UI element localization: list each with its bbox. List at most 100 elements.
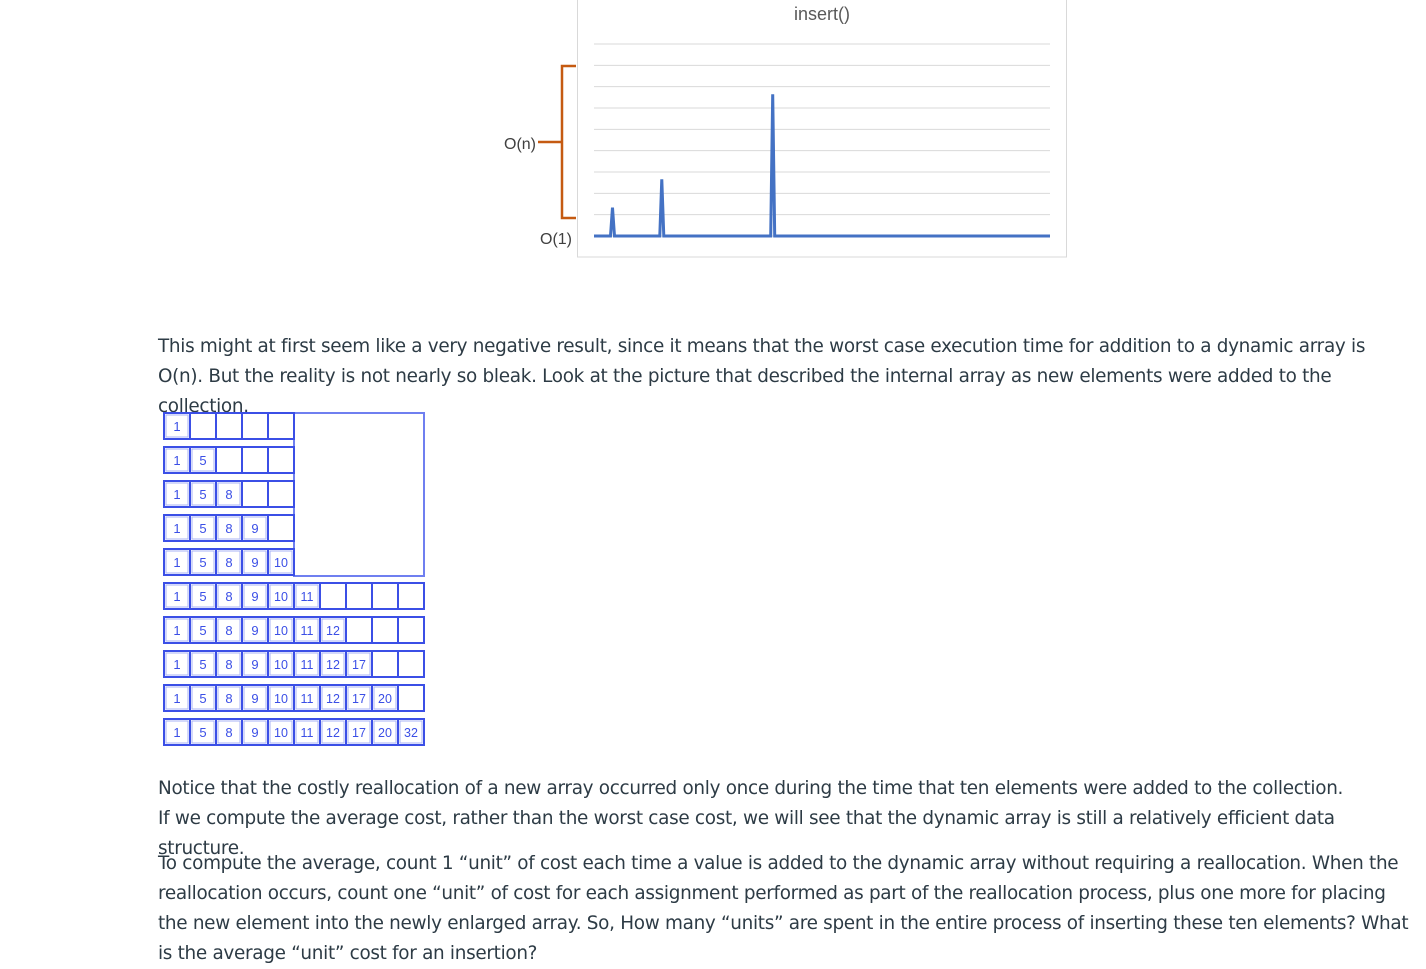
array-cell-value: 12 xyxy=(326,624,340,638)
array-cell-inner xyxy=(217,516,241,540)
array-row: 1 xyxy=(163,412,295,440)
array-cell-value: 11 xyxy=(301,726,314,740)
array-cell-inner xyxy=(165,686,189,710)
array-cell-value: 9 xyxy=(251,657,258,672)
array-cell xyxy=(241,480,269,508)
series-line-insert-cost xyxy=(594,94,1050,238)
array-cell-inner xyxy=(373,720,397,744)
array-cell xyxy=(241,446,269,474)
array-cell-inner xyxy=(269,584,293,608)
array-cell xyxy=(371,684,399,712)
array-cell-inner xyxy=(347,686,371,710)
array-cell xyxy=(293,684,321,712)
array-cell xyxy=(189,514,217,542)
array-cell xyxy=(267,616,295,644)
array-cell-inner xyxy=(217,584,241,608)
array-cell-value: 10 xyxy=(274,692,288,706)
array-cell-value: 5 xyxy=(199,725,206,740)
array-cell-inner xyxy=(217,550,241,574)
array-cell-inner xyxy=(295,720,319,744)
array-cell-inner xyxy=(191,652,215,676)
paragraph-reallocation-notice: Notice that the costly reallocation of a… xyxy=(158,778,1344,859)
array-cell-inner xyxy=(165,516,189,540)
array-cell xyxy=(345,684,373,712)
array-row: 1 5 8 9 10 11 xyxy=(163,582,425,610)
array-cell-value: 1 xyxy=(173,419,180,434)
array-cell xyxy=(267,480,295,508)
array-cell xyxy=(189,684,217,712)
array-cell-value: 8 xyxy=(225,691,232,706)
array-cell-value: 1 xyxy=(173,691,180,706)
array-row: 1 5 8 9 10 11 12 17 xyxy=(163,650,425,678)
array-cell xyxy=(397,650,425,678)
paragraph-average-cost-question: To compute the average, count 1 “unit” o… xyxy=(158,853,1409,964)
array-cell-inner xyxy=(399,720,423,744)
array-cell-value: 12 xyxy=(326,726,340,740)
array-cell xyxy=(345,718,373,746)
array-cell xyxy=(163,548,191,576)
array-cell-inner xyxy=(373,686,397,710)
array-cell xyxy=(215,684,243,712)
array-cell xyxy=(267,514,295,542)
array-row: 1 5 8 9 10 11 12 xyxy=(163,616,425,644)
array-cell-value: 11 xyxy=(301,624,314,638)
array-cell-inner xyxy=(243,686,267,710)
array-cell xyxy=(371,616,399,644)
array-cell-inner xyxy=(217,652,241,676)
array-cell xyxy=(397,718,425,746)
array-cell-inner xyxy=(165,550,189,574)
array-row: 1 5 8 9 10 xyxy=(163,548,295,576)
array-cell xyxy=(397,582,425,610)
array-cell-value: 17 xyxy=(352,658,366,672)
array-cell-value: 11 xyxy=(301,590,314,604)
array-cell-value: 11 xyxy=(301,692,314,706)
array-cell-inner xyxy=(191,720,215,744)
array-cell xyxy=(189,446,217,474)
array-cell xyxy=(215,616,243,644)
array-cell-inner xyxy=(165,652,189,676)
array-cell-inner xyxy=(165,448,189,472)
array-cell-value: 32 xyxy=(404,726,418,740)
array-cell-value: 8 xyxy=(225,657,232,672)
array-cell-value: 10 xyxy=(274,658,288,672)
array-cell-value: 5 xyxy=(199,453,206,468)
array-cell-inner xyxy=(165,618,189,642)
array-cell-inner xyxy=(191,550,215,574)
array-cell xyxy=(215,480,243,508)
array-cell-inner xyxy=(165,482,189,506)
array-cell xyxy=(189,718,217,746)
array-cell-inner xyxy=(243,550,267,574)
array-cell-value: 17 xyxy=(352,692,366,706)
array-cell-value: 1 xyxy=(173,725,180,740)
array-cell-inner xyxy=(269,652,293,676)
array-cell-value: 9 xyxy=(251,521,258,536)
array-cell xyxy=(293,718,321,746)
array-cell-inner xyxy=(295,686,319,710)
array-cell-inner xyxy=(269,686,293,710)
array-cell xyxy=(189,412,217,440)
array-cell-inner xyxy=(243,516,267,540)
array-row: 1 5 8 xyxy=(163,480,295,508)
array-cell-value: 1 xyxy=(173,657,180,672)
array-cell-inner xyxy=(243,652,267,676)
array-cell-value: 5 xyxy=(199,487,206,502)
array-cell xyxy=(345,616,373,644)
array-cell xyxy=(397,616,425,644)
dynamic-array-diagram: 11 51 5 81 5 8 91 5 8 9 101 5 8 9 10 111 5 8 9 10 11 121 5 8 9 10… xyxy=(163,412,425,746)
array-cell-inner xyxy=(269,550,293,574)
paragraph-worst-case: This might at first seem like a very neg… xyxy=(158,336,1366,417)
array-cell xyxy=(215,446,243,474)
chart-panel xyxy=(577,0,1067,258)
array-row: 1 5 8 9 10 11 12 17 20 32 xyxy=(163,718,425,746)
array-cell-value: 20 xyxy=(378,726,392,740)
array-cell xyxy=(397,684,425,712)
array-cell xyxy=(267,650,295,678)
array-cell xyxy=(267,582,295,610)
array-cell-inner xyxy=(243,584,267,608)
array-cell-inner xyxy=(269,720,293,744)
array-cell-value: 5 xyxy=(199,521,206,536)
array-cell-value: 5 xyxy=(199,623,206,638)
array-cell xyxy=(293,650,321,678)
array-cell-value: 8 xyxy=(225,521,232,536)
array-cell-value: 5 xyxy=(199,657,206,672)
